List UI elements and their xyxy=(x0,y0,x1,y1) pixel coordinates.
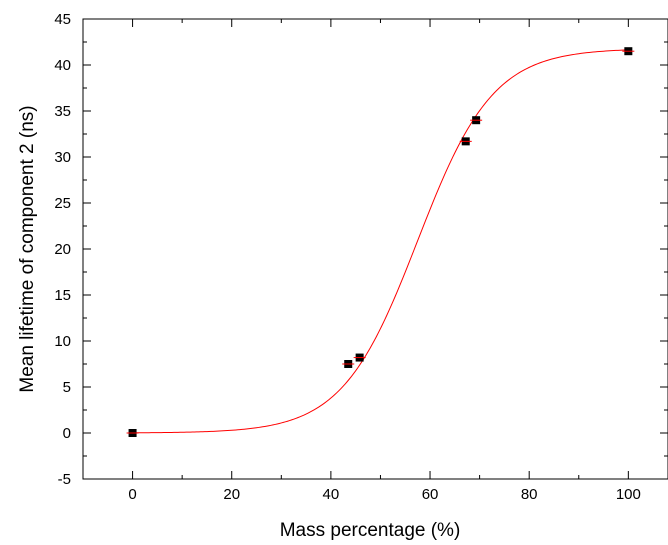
y-tick-label: -5 xyxy=(58,471,71,488)
y-tick-label: 15 xyxy=(54,287,71,304)
y-tick-label: 20 xyxy=(54,241,71,258)
y-tick-label: 45 xyxy=(54,11,71,28)
x-tick-label: 0 xyxy=(128,486,136,503)
y-tick-label: 30 xyxy=(54,149,71,166)
y-tick-label: 35 xyxy=(54,103,71,120)
data-points xyxy=(126,47,635,437)
y-tick-label: 5 xyxy=(63,379,71,396)
x-tick-label: 100 xyxy=(616,486,641,503)
plot-area-frame xyxy=(82,18,668,480)
x-tick-label: 80 xyxy=(521,486,538,503)
x-tick-label: 20 xyxy=(223,486,240,503)
x-axis-tick-labels: 0 20 40 60 80 100 xyxy=(128,486,640,503)
y-axis-tick-labels: -5 0 5 10 15 20 25 30 35 40 45 xyxy=(54,11,71,488)
x-tick-label: 40 xyxy=(323,486,340,503)
y-tick-label: 25 xyxy=(54,195,71,212)
fit-curve xyxy=(132,49,629,434)
x-axis-title: Mass percentage (%) xyxy=(280,520,461,541)
x-tick-label: 60 xyxy=(422,486,439,503)
y-tick-label: 10 xyxy=(54,333,71,350)
x-axis-ticks xyxy=(82,19,629,479)
y-axis-title: Mean lifetime of component 2 (ns) xyxy=(17,105,38,392)
y-tick-label: 40 xyxy=(54,57,71,74)
y-tick-label: 0 xyxy=(63,425,71,442)
y-axis-ticks xyxy=(83,18,668,480)
